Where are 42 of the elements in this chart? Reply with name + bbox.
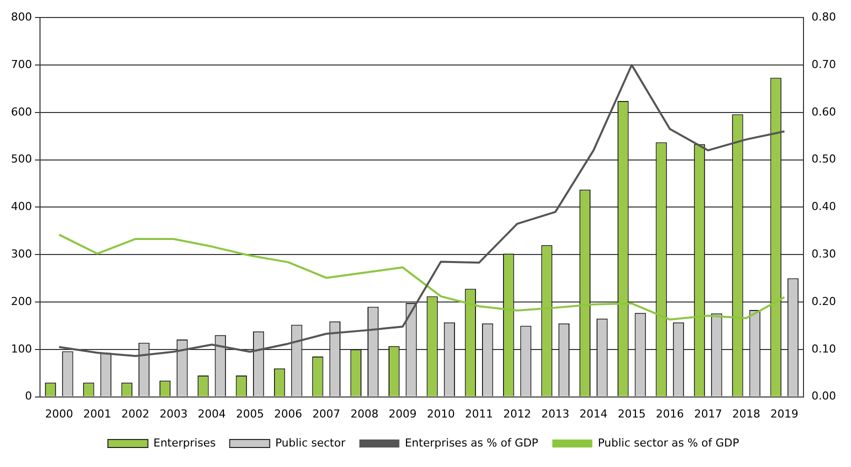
x-tick-label: 2009 <box>388 407 417 420</box>
x-tick-label: 2010 <box>426 407 455 420</box>
x-tick-label: 2007 <box>312 407 340 420</box>
legend-label: Public sector <box>275 436 346 450</box>
y-tick-label: 600 <box>10 105 32 118</box>
y-tick-label: 100 <box>10 342 32 356</box>
y2-tick-label: 0.30 <box>812 247 836 260</box>
y-tick-label: 400 <box>10 200 32 214</box>
x-tick-label: 2003 <box>160 407 188 420</box>
y-tick-label: 700 <box>10 58 32 71</box>
y2-tick-label: 0.50 <box>812 152 836 166</box>
y-tick-label: 200 <box>10 294 32 308</box>
x-tick-label: 2012 <box>503 407 532 420</box>
x-tick-label: 2002 <box>121 407 150 420</box>
y2-tick-label: 0.70 <box>812 58 836 71</box>
x-tick-label: 2018 <box>732 407 760 420</box>
y-tick-label: 800 <box>10 10 32 24</box>
y2-tick-label: 0.60 <box>812 105 836 118</box>
y-tick-label: 0 <box>24 390 32 403</box>
x-tick-label: 2005 <box>236 407 264 420</box>
x-tick-label: 2001 <box>83 407 112 420</box>
x-tick-label: 2013 <box>541 407 570 420</box>
x-tick-label: 2000 <box>45 407 74 420</box>
y2-tick-label: 0.80 <box>812 10 836 24</box>
y-tick-label: 300 <box>10 247 32 260</box>
x-tick-label: 2015 <box>618 407 646 420</box>
y2-tick-label: 0.40 <box>812 200 836 214</box>
x-tick-label: 2008 <box>350 407 378 420</box>
x-tick-label: 2016 <box>656 407 684 420</box>
legend-label: Enterprises <box>153 436 216 450</box>
x-tick-label: 2011 <box>465 407 494 420</box>
y2-tick-label: 0.00 <box>812 390 836 403</box>
legend-label: Enterprises as % of GDP <box>404 436 539 450</box>
x-tick-label: 2017 <box>694 407 722 420</box>
x-tick-label: 2014 <box>580 407 608 420</box>
x-tick-label: 2006 <box>274 407 302 420</box>
x-tick-label: 2019 <box>770 407 798 420</box>
x-tick-label: 2004 <box>198 407 226 420</box>
y2-tick-label: 0.10 <box>812 342 836 356</box>
y2-tick-label: 0.20 <box>812 294 836 308</box>
y-tick-label: 500 <box>10 152 32 166</box>
legend-label: Public sector as % of GDP <box>598 436 740 450</box>
